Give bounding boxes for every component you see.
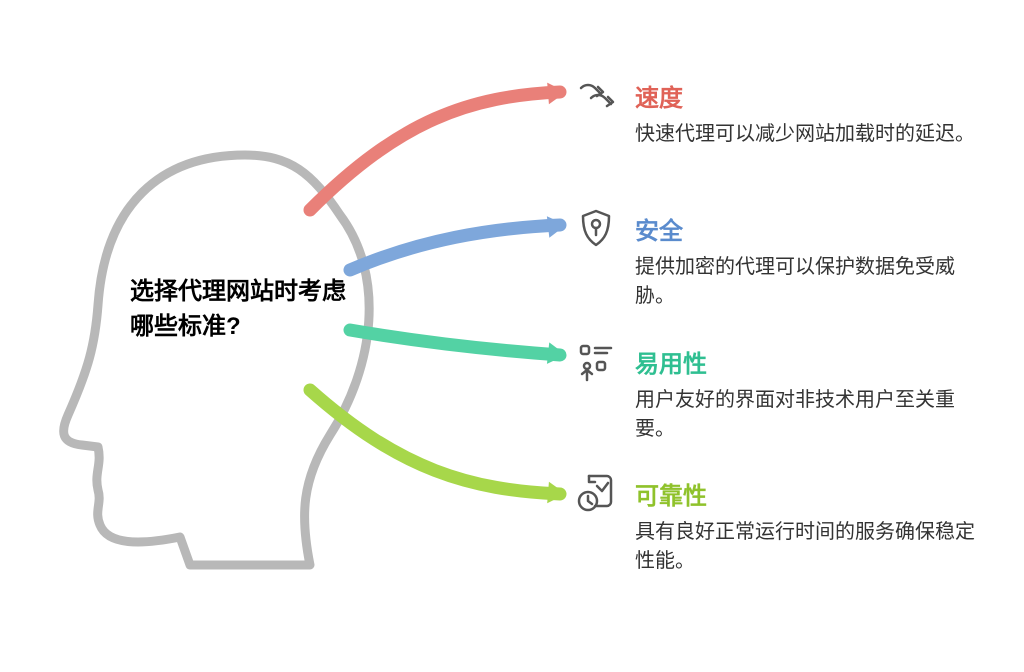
arrow-head-reliability (547, 482, 567, 505)
item-usability-title: 易用性 (635, 344, 707, 379)
item-security-title: 安全 (635, 211, 683, 246)
item-speed-title: 速度 (635, 78, 683, 113)
item-speed-desc: 快速代理可以减少网站加载时的延迟。 (635, 120, 985, 149)
item-reliability-desc: 具有良好正常运行时间的服务确保稳定性能。 (635, 518, 985, 576)
arrow-head-security (547, 214, 567, 238)
center-question: 选择代理网站时考虑哪些标准? (130, 275, 350, 345)
head-outline (50, 145, 390, 575)
reliability-icon (575, 472, 617, 514)
item-usability-desc: 用户友好的界面对非技术用户至关重要。 (635, 386, 985, 444)
infographic-canvas: 选择代理网站时考虑哪些标准? 速度 快速代理可以减少网站加载时的延迟。 安全 提… (0, 0, 1024, 672)
item-security-desc: 提供加密的代理可以保护数据免受威胁。 (635, 253, 985, 311)
arrow-head-usability (547, 342, 567, 365)
speed-icon (575, 74, 617, 116)
shield-icon (575, 207, 617, 249)
usability-icon (575, 340, 617, 382)
arrow-head-speed (547, 81, 567, 104)
item-reliability-title: 可靠性 (635, 476, 707, 511)
